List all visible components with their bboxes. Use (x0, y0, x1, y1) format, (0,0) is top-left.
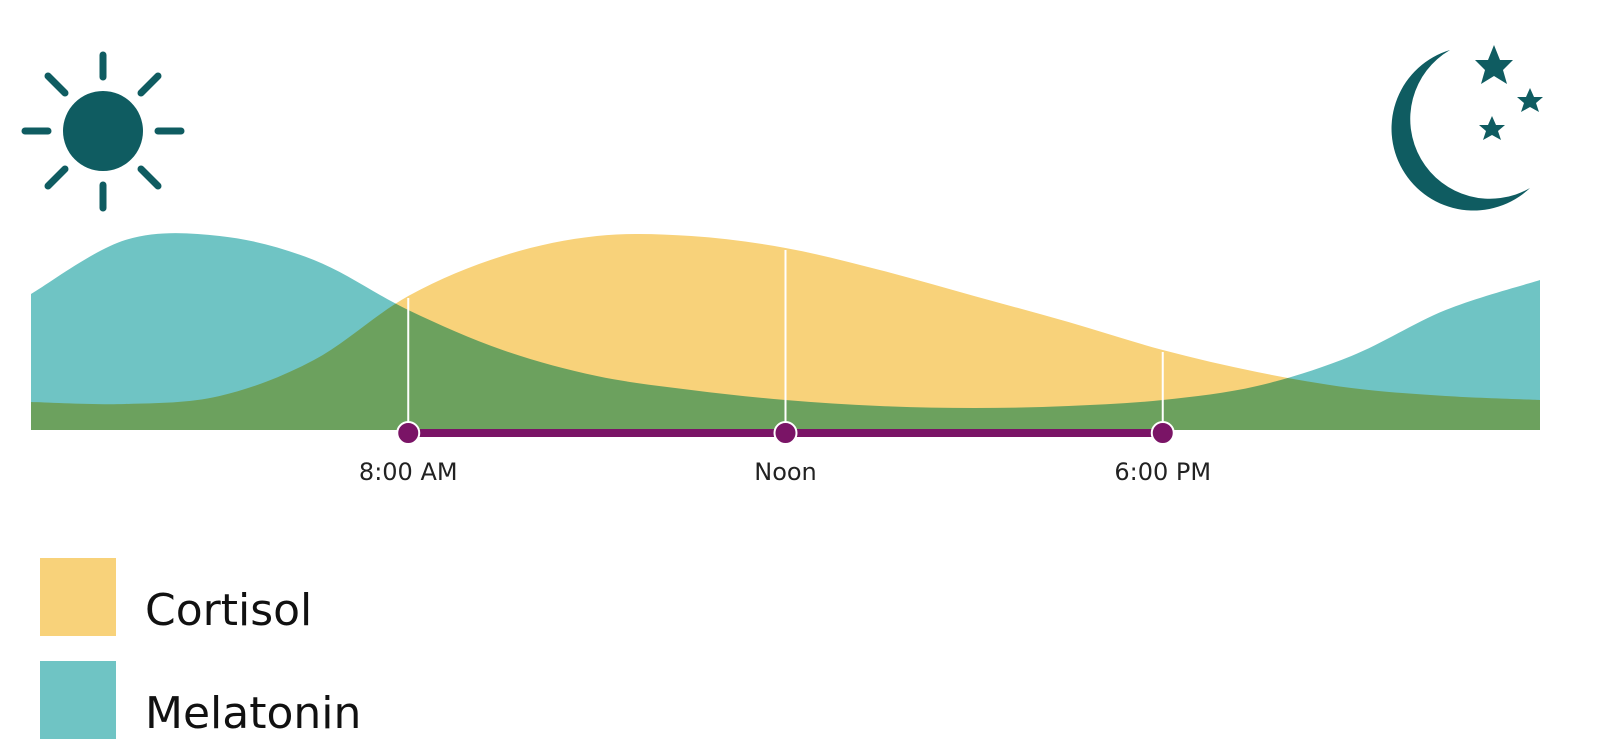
timeline-dot (773, 421, 798, 445)
legend-swatch (40, 558, 116, 636)
legend-label: Melatonin (145, 688, 361, 739)
moon-icon (1391, 45, 1543, 211)
legend: Cortisol Melatonin (40, 558, 361, 739)
x-tick-label: 6:00 PM (1114, 458, 1211, 486)
sun-icon (21, 51, 185, 212)
timeline-dot (396, 421, 421, 445)
timeline: 8:00 AM Noon 6:00 PM (359, 250, 1211, 486)
legend-swatch (40, 661, 116, 739)
timeline-dot (1150, 421, 1175, 445)
x-tick-label: Noon (754, 458, 817, 486)
legend-label: Cortisol (145, 585, 312, 636)
x-tick-label: 8:00 AM (359, 458, 458, 486)
